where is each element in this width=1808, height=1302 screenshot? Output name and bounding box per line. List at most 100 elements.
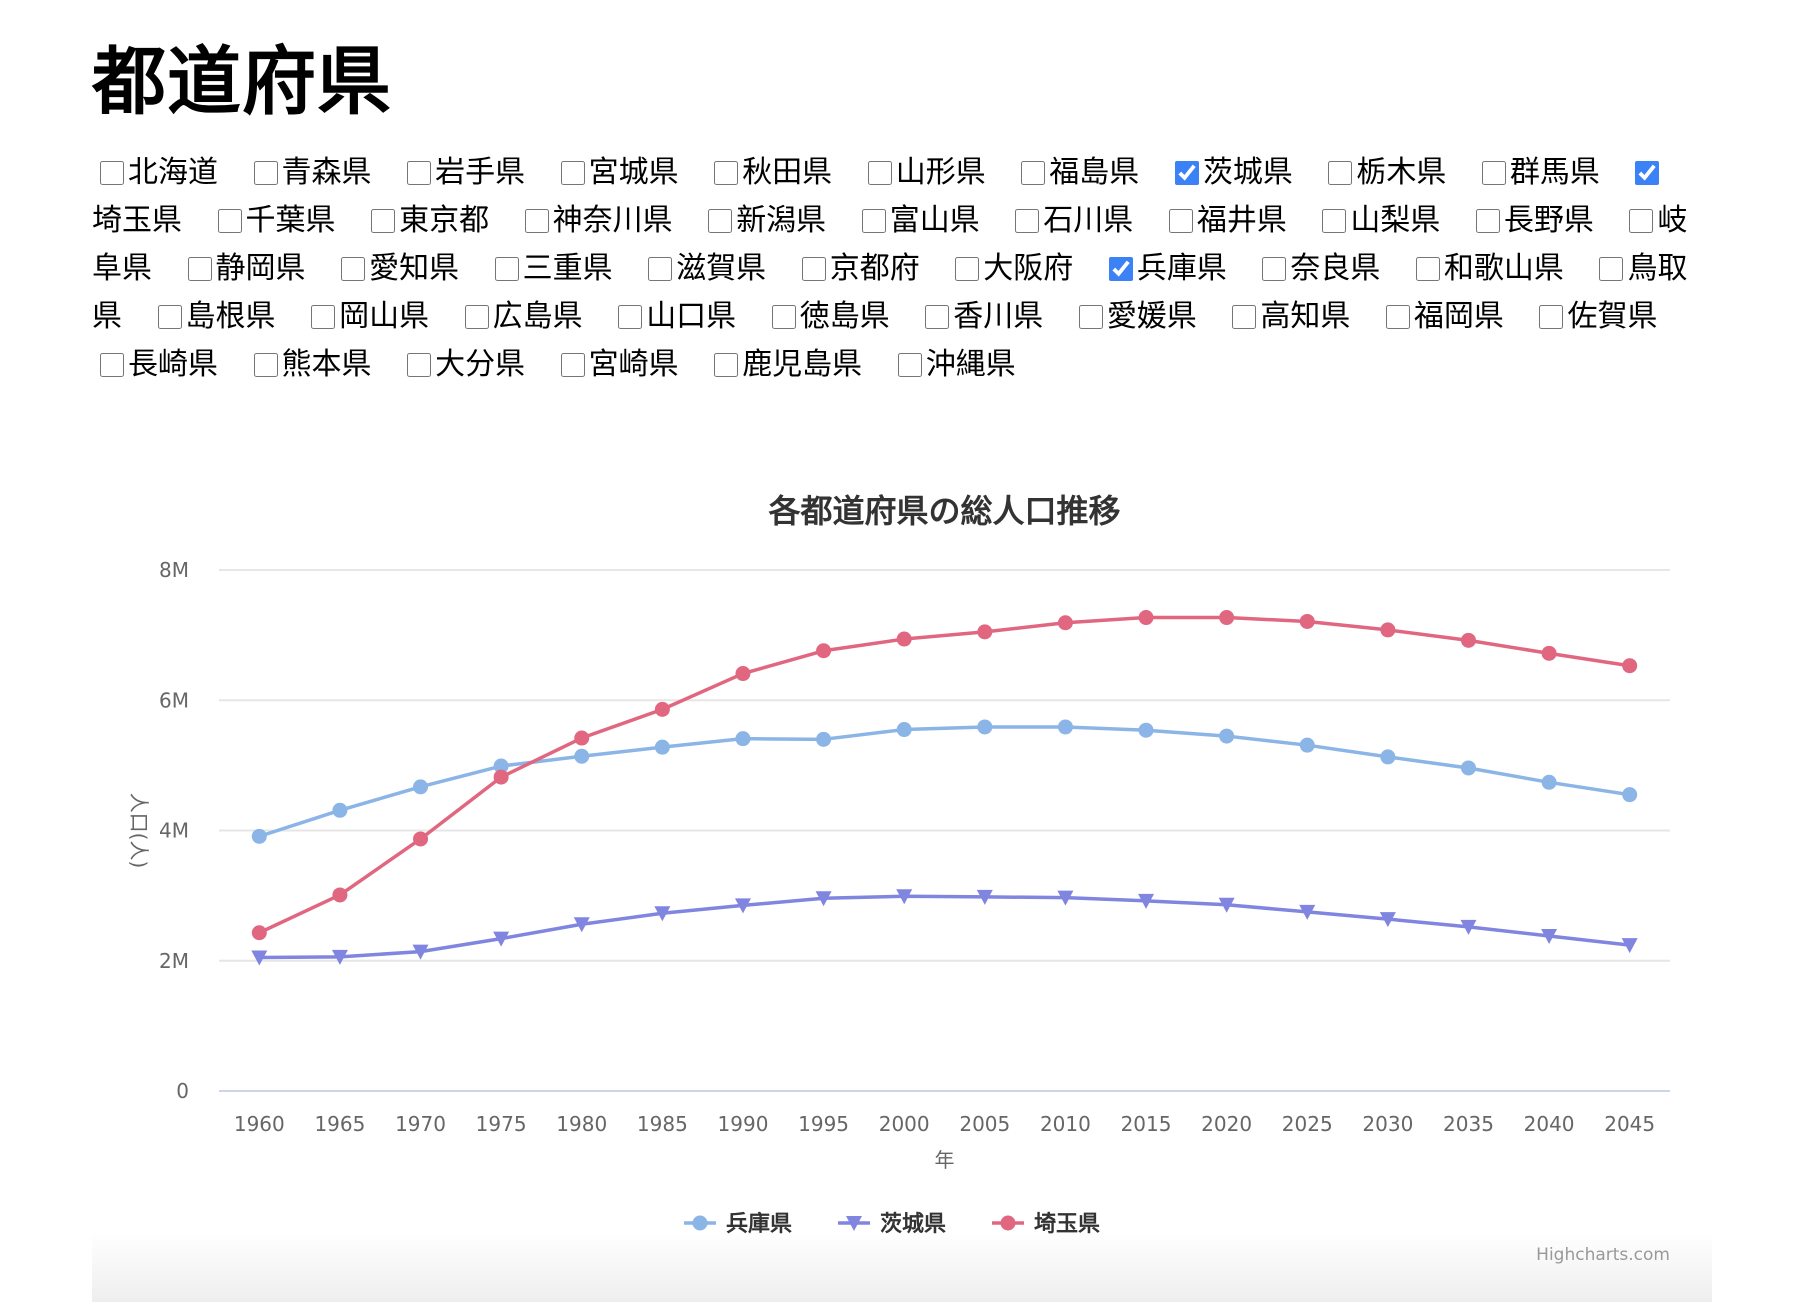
prefecture-checkbox[interactable] bbox=[1108, 256, 1133, 281]
prefecture-checkbox[interactable] bbox=[253, 160, 278, 185]
prefecture-checkbox[interactable] bbox=[494, 256, 519, 281]
prefecture-checkbox[interactable] bbox=[1475, 208, 1500, 233]
prefecture-option[interactable]: 島根県 bbox=[150, 299, 276, 334]
prefecture-option[interactable]: 新潟県 bbox=[700, 203, 826, 238]
prefecture-checkbox[interactable] bbox=[157, 304, 182, 329]
prefecture-checkbox[interactable] bbox=[714, 352, 739, 377]
prefecture-option[interactable]: 長野県 bbox=[1468, 203, 1594, 238]
legend-label: 兵庫県 bbox=[726, 1211, 792, 1237]
prefecture-option[interactable]: 千葉県 bbox=[210, 203, 336, 238]
prefecture-checkbox[interactable] bbox=[861, 208, 886, 233]
prefecture-option[interactable]: 広島県 bbox=[457, 299, 583, 334]
prefecture-option[interactable]: 山口県 bbox=[610, 299, 736, 334]
prefecture-checkbox[interactable] bbox=[1232, 304, 1257, 329]
prefecture-option[interactable]: 青森県 bbox=[246, 155, 372, 190]
prefecture-option[interactable]: 愛媛県 bbox=[1071, 299, 1197, 334]
prefecture-checkbox[interactable] bbox=[648, 256, 673, 281]
prefecture-checkbox[interactable] bbox=[464, 304, 489, 329]
prefecture-option[interactable]: 奈良県 bbox=[1254, 251, 1380, 286]
prefecture-checkbox[interactable] bbox=[1021, 160, 1046, 185]
prefecture-option[interactable]: 徳島県 bbox=[764, 299, 890, 334]
prefecture-checkbox[interactable] bbox=[801, 256, 826, 281]
prefecture-checkbox[interactable] bbox=[371, 208, 396, 233]
prefecture-checkbox[interactable] bbox=[1415, 256, 1440, 281]
prefecture-option[interactable]: 秋田県 bbox=[706, 155, 832, 190]
prefecture-option[interactable]: 和歌山県 bbox=[1408, 251, 1564, 286]
prefecture-option[interactable]: 静岡県 bbox=[180, 251, 306, 286]
prefecture-option[interactable]: 鹿児島県 bbox=[706, 347, 862, 382]
prefecture-checkbox[interactable] bbox=[867, 160, 892, 185]
prefecture-checkbox[interactable] bbox=[341, 256, 366, 281]
prefecture-option[interactable]: 沖縄県 bbox=[890, 347, 1016, 382]
prefecture-checkbox[interactable] bbox=[1168, 208, 1193, 233]
prefecture-checkbox[interactable] bbox=[1262, 256, 1287, 281]
prefecture-checkbox[interactable] bbox=[253, 352, 278, 377]
prefecture-option[interactable]: 京都府 bbox=[794, 251, 920, 286]
prefecture-option[interactable]: 埼玉県 bbox=[92, 155, 1663, 238]
prefecture-option[interactable]: 鳥取県 bbox=[92, 251, 1687, 334]
prefecture-checkbox[interactable] bbox=[955, 256, 980, 281]
legend-item[interactable]: 埼玉県 bbox=[992, 1212, 1100, 1237]
prefecture-option[interactable]: 福岡県 bbox=[1378, 299, 1504, 334]
prefecture-option[interactable]: 熊本県 bbox=[246, 347, 372, 382]
prefecture-checkbox[interactable] bbox=[217, 208, 242, 233]
prefecture-checkbox[interactable] bbox=[187, 256, 212, 281]
prefecture-checkbox[interactable] bbox=[560, 352, 585, 377]
prefecture-checkbox[interactable] bbox=[897, 352, 922, 377]
prefecture-checkbox[interactable] bbox=[771, 304, 796, 329]
legend-item[interactable]: 茨城県 bbox=[838, 1211, 946, 1237]
legend-item[interactable]: 兵庫県 bbox=[684, 1211, 792, 1237]
prefecture-option[interactable]: 岐阜県 bbox=[92, 203, 1687, 286]
prefecture-option[interactable]: 大分県 bbox=[399, 347, 525, 382]
highcharts-credits-link[interactable]: Highcharts.com bbox=[1536, 1245, 1670, 1265]
prefecture-checkbox[interactable] bbox=[311, 304, 336, 329]
prefecture-checkbox[interactable] bbox=[1635, 160, 1660, 185]
prefecture-checkbox[interactable] bbox=[407, 160, 432, 185]
prefecture-checkbox[interactable] bbox=[708, 208, 733, 233]
prefecture-option[interactable]: 福島県 bbox=[1013, 155, 1139, 190]
prefecture-checkbox[interactable] bbox=[560, 160, 585, 185]
prefecture-checkbox[interactable] bbox=[407, 352, 432, 377]
prefecture-option[interactable]: 神奈川県 bbox=[517, 203, 673, 238]
prefecture-option[interactable]: 三重県 bbox=[487, 251, 613, 286]
prefecture-option[interactable]: 香川県 bbox=[917, 299, 1043, 334]
prefecture-option[interactable]: 兵庫県 bbox=[1101, 251, 1227, 286]
prefecture-option[interactable]: 東京都 bbox=[363, 203, 489, 238]
prefecture-option[interactable]: 滋賀県 bbox=[640, 251, 766, 286]
prefecture-option[interactable]: 茨城県 bbox=[1167, 155, 1293, 190]
prefecture-option[interactable]: 宮城県 bbox=[553, 155, 679, 190]
prefecture-checkbox[interactable] bbox=[1629, 208, 1654, 233]
prefecture-option[interactable]: 栃木県 bbox=[1320, 155, 1446, 190]
prefecture-option[interactable]: 富山県 bbox=[854, 203, 980, 238]
prefecture-checkbox[interactable] bbox=[1174, 160, 1199, 185]
prefecture-option[interactable]: 山形県 bbox=[860, 155, 986, 190]
prefecture-checkbox[interactable] bbox=[1385, 304, 1410, 329]
prefecture-option[interactable]: 長崎県 bbox=[92, 347, 218, 382]
prefecture-option[interactable]: 岩手県 bbox=[399, 155, 525, 190]
prefecture-option[interactable]: 岡山県 bbox=[303, 299, 429, 334]
prefecture-checkbox[interactable] bbox=[714, 160, 739, 185]
prefecture-option[interactable]: 山梨県 bbox=[1314, 203, 1440, 238]
prefecture-checkbox[interactable] bbox=[100, 352, 124, 377]
prefecture-option[interactable]: 佐賀県 bbox=[1531, 299, 1657, 334]
prefecture-checkbox[interactable] bbox=[1539, 304, 1564, 329]
prefecture-option[interactable]: 群馬県 bbox=[1474, 155, 1600, 190]
prefecture-checkbox[interactable] bbox=[1015, 208, 1040, 233]
prefecture-checkbox[interactable] bbox=[524, 208, 549, 233]
prefecture-option[interactable]: 福井県 bbox=[1161, 203, 1287, 238]
prefecture-checkbox[interactable] bbox=[1328, 160, 1353, 185]
prefecture-option[interactable]: 高知県 bbox=[1224, 299, 1350, 334]
prefecture-checkbox[interactable] bbox=[925, 304, 950, 329]
prefecture-label: 東京都 bbox=[399, 202, 490, 238]
prefecture-option[interactable]: 石川県 bbox=[1007, 203, 1133, 238]
prefecture-option[interactable]: 大阪府 bbox=[947, 251, 1073, 286]
prefecture-checkbox[interactable] bbox=[1322, 208, 1347, 233]
prefecture-option[interactable]: 宮崎県 bbox=[553, 347, 679, 382]
prefecture-checkbox[interactable] bbox=[100, 160, 124, 185]
prefecture-checkbox[interactable] bbox=[618, 304, 643, 329]
prefecture-checkbox[interactable] bbox=[1599, 256, 1624, 281]
prefecture-checkbox[interactable] bbox=[1078, 304, 1103, 329]
prefecture-checkbox[interactable] bbox=[1481, 160, 1506, 185]
prefecture-option[interactable]: 北海道 bbox=[92, 155, 218, 190]
prefecture-option[interactable]: 愛知県 bbox=[333, 251, 459, 286]
